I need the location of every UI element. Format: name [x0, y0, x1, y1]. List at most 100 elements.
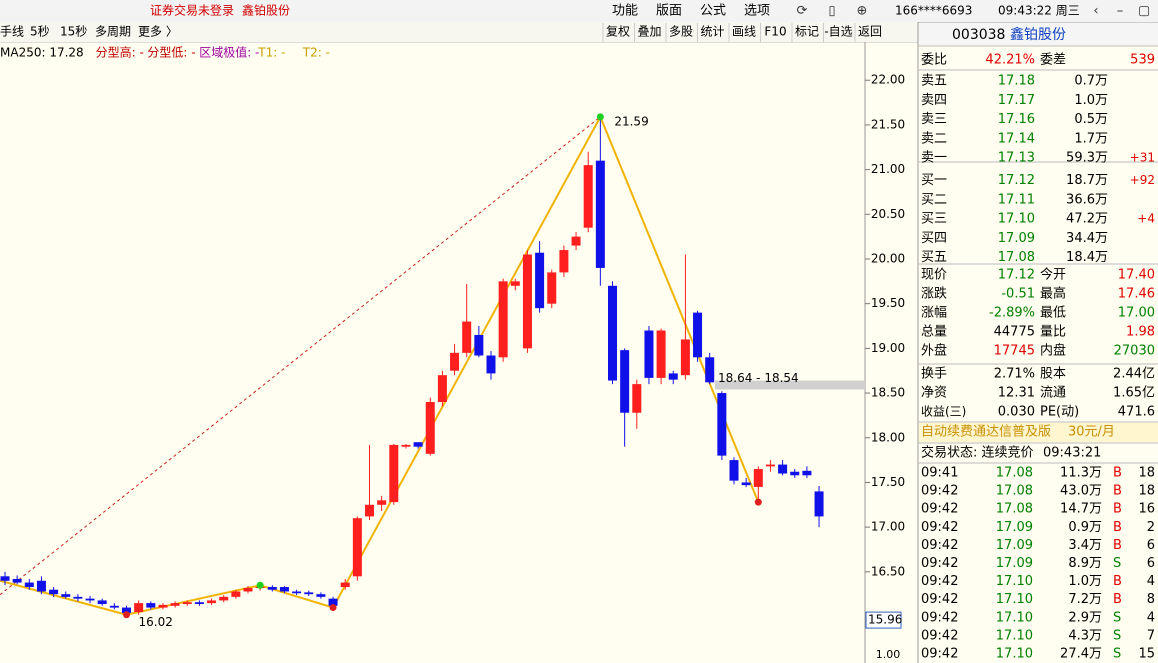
candle-body [304, 592, 314, 595]
tool-button[interactable]: 统计 [700, 25, 724, 39]
tick-price: 17.10 [996, 574, 1033, 589]
tick-volume: 7.2万 [1068, 592, 1102, 607]
tool-button[interactable]: 标记 [795, 25, 819, 39]
stat-value: 27030 [1114, 344, 1155, 359]
y-tick-label: 21.50 [871, 117, 905, 131]
stat-label: 量比 [1040, 325, 1066, 340]
period-button[interactable]: 更多 〉 [138, 25, 178, 39]
tool-button[interactable]: 多股 [669, 25, 693, 39]
tick-count: 7 [1147, 628, 1155, 643]
candle-body [778, 464, 788, 474]
tick-price: 17.10 [996, 592, 1033, 607]
stock-name: 鑫铂股份 [1010, 26, 1066, 43]
tool-button[interactable]: F10 [764, 25, 786, 39]
candle-body [316, 594, 326, 597]
candle-body [498, 281, 508, 358]
period-button[interactable]: 多周期 [95, 25, 131, 39]
tool-button[interactable]: 叠加 [637, 25, 661, 39]
tick-time: 09:41 [921, 466, 958, 481]
candle-body [656, 330, 666, 378]
candle-body [207, 600, 217, 604]
tick-price: 17.09 [996, 556, 1033, 571]
window-button[interactable]: ▢ [1138, 4, 1150, 19]
tick-price: 17.08 [996, 484, 1033, 499]
tool-button[interactable]: 画线 [732, 25, 756, 39]
tick-count: 2 [1147, 520, 1155, 535]
menu[interactable]: 选项 [744, 4, 770, 19]
field-value: 539 [1130, 53, 1155, 68]
candle-body [413, 442, 423, 447]
stat-label: 最高 [1040, 286, 1066, 302]
candle-body [73, 596, 83, 599]
indicator-label: T2: - [302, 46, 330, 60]
promo-banner[interactable]: 自动续费通达信普及版 [921, 425, 1051, 440]
tick-volume: 4.3万 [1068, 628, 1102, 643]
tick-volume: 43.0万 [1060, 484, 1102, 499]
book-volume: 59.3万 [1066, 151, 1108, 166]
tool-button[interactable]: 返回 [858, 25, 882, 39]
stat-value: -0.51 [1001, 287, 1035, 302]
book-change: +92 [1130, 173, 1155, 187]
window-button[interactable]: ⟳ [797, 4, 808, 19]
tick-volume: 11.3万 [1060, 466, 1102, 481]
tick-count: 16 [1138, 502, 1155, 517]
tool-button[interactable]: -自选 [824, 25, 852, 39]
y-tick-label: 17.00 [871, 520, 905, 534]
indicator-label: MA250: 17.28 [0, 46, 84, 60]
stat-label: 涨幅 [921, 306, 947, 321]
banner-bg [919, 423, 1158, 442]
book-volume: 34.4万 [1066, 231, 1108, 246]
stat-label: 现价 [921, 268, 947, 283]
candle-body [401, 444, 411, 447]
candle-body [717, 393, 727, 456]
window-button[interactable]: ▯ [828, 4, 835, 19]
stat-value: 44775 [994, 325, 1035, 340]
book-label: 卖二 [921, 131, 947, 146]
book-price: 17.08 [998, 250, 1035, 265]
tool-button[interactable]: 复权 [606, 25, 630, 39]
toolbar [0, 22, 918, 43]
period-button[interactable]: 15秒 [60, 25, 87, 39]
window-button[interactable]: ⊕ [857, 4, 868, 19]
menu[interactable]: 版面 [656, 4, 682, 19]
candle-body [231, 591, 241, 597]
candle-body [450, 352, 460, 371]
tick-price: 17.10 [996, 610, 1033, 625]
candle-body [134, 603, 144, 613]
candle-body [292, 591, 302, 594]
menu[interactable]: 功能 [612, 4, 638, 19]
tick-count: 6 [1147, 556, 1155, 571]
y-tick-label: 20.50 [871, 207, 905, 221]
candle-body [620, 350, 630, 413]
candle-body [705, 357, 715, 383]
tick-time: 09:42 [921, 647, 958, 662]
tick-count: 4 [1147, 574, 1155, 589]
pivot-dot [596, 113, 604, 121]
candle-body [583, 165, 593, 228]
candle-body [182, 602, 192, 605]
tick-volume: 0.9万 [1068, 520, 1102, 535]
candle-body [122, 607, 131, 613]
clock: 09:43:22 周三 [998, 4, 1080, 18]
tick-time: 09:42 [921, 502, 958, 517]
candle-body [522, 254, 532, 349]
stat-value: 17.40 [1118, 268, 1155, 283]
window-button[interactable]: – [1117, 4, 1124, 19]
book-price: 17.16 [998, 112, 1035, 127]
candle-body [389, 444, 399, 503]
book-change: +31 [1130, 151, 1155, 165]
candle-body [741, 482, 751, 486]
stat-value: 17.00 [1118, 306, 1155, 321]
period-button[interactable]: 5秒 [30, 25, 50, 39]
candle-body [243, 587, 253, 592]
window-button[interactable]: ‹ [1093, 4, 1098, 19]
promo-price[interactable]: 30元/月 [1068, 425, 1115, 440]
stat-label: 换手 [921, 367, 947, 382]
menu[interactable]: 公式 [700, 4, 726, 19]
stat-label: 股本 [1040, 367, 1066, 382]
candle-body [474, 334, 484, 356]
trough-label: 16.02 [139, 615, 173, 629]
period-button[interactable]: 手线 [0, 25, 24, 39]
pivot-dot [754, 498, 762, 506]
stat-value: 1.65亿 [1113, 386, 1155, 401]
